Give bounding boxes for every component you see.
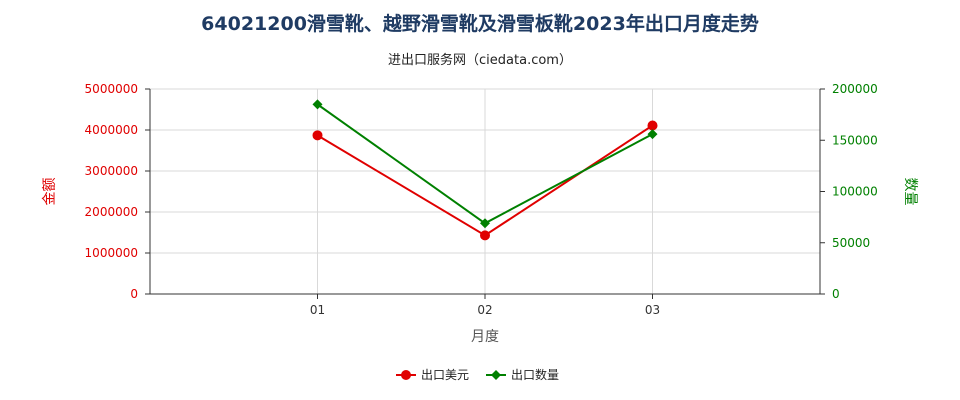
y-right-tick-label: 100000 <box>832 185 878 199</box>
legend-marker-quantity <box>491 370 501 380</box>
y-axis-right-title: 数量 <box>902 178 918 206</box>
legend: 出口美元 出口数量 <box>396 367 559 382</box>
y-right-tick-label: 50000 <box>832 236 870 250</box>
series-group <box>312 99 658 241</box>
y-axis-left-title: 金额 <box>42 178 58 206</box>
x-tick-label: 01 <box>310 303 325 317</box>
x-tick-label: 03 <box>645 303 660 317</box>
x-tick-label: 02 <box>477 303 492 317</box>
chart-title: 64021200滑雪靴、越野滑雪靴及滑雪板靴2023年出口月度走势 <box>201 13 759 35</box>
tick-labels: 0 1000000 2000000 3000000 4000000 5000000 0 500… <box>85 82 878 317</box>
point-usd <box>647 120 658 131</box>
y-right-tick-label: 150000 <box>832 133 878 147</box>
axes <box>145 88 825 299</box>
point-quantity <box>480 218 490 229</box>
grid-lines <box>150 88 820 294</box>
legend-label-quantity: 出口数量 <box>511 367 559 382</box>
chart-subtitle: 进出口服务网（ciedata.com） <box>388 53 572 68</box>
point-quantity <box>647 129 658 140</box>
y-left-tick-label: 0 <box>130 287 138 301</box>
legend-marker-usd <box>401 370 411 380</box>
y-left-tick-label: 5000000 <box>85 82 138 96</box>
point-quantity <box>312 99 323 110</box>
y-right-tick-label: 0 <box>832 287 840 301</box>
y-right-tick-label: 200000 <box>832 82 878 96</box>
point-usd <box>480 230 490 241</box>
y-left-tick-label: 2000000 <box>85 205 138 219</box>
x-axis-title: 月度 <box>471 329 499 345</box>
y-left-tick-label: 1000000 <box>85 246 138 260</box>
legend-label-usd: 出口美元 <box>421 368 469 382</box>
y-left-tick-label: 3000000 <box>85 164 138 178</box>
point-usd <box>312 130 323 141</box>
y-left-tick-label: 4000000 <box>85 123 138 137</box>
